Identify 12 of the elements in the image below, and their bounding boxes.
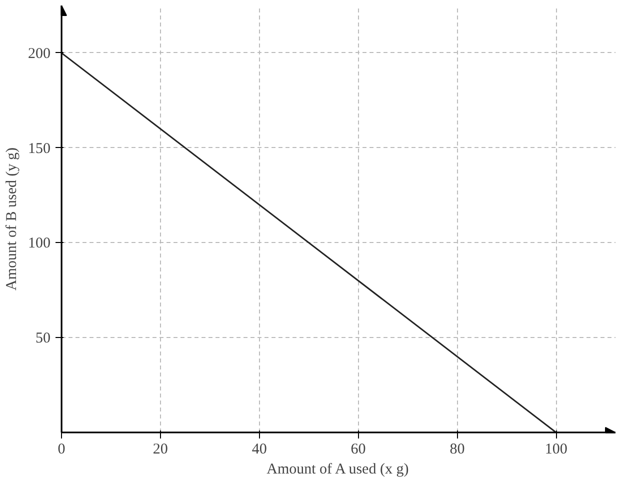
y-axis-title: Amount of B used (y g) bbox=[4, 148, 20, 290]
x-axis-title: Amount of A used (x g) bbox=[266, 462, 409, 478]
x-tick-label: 60 bbox=[350, 442, 366, 458]
y-tick-label: 150 bbox=[28, 140, 50, 157]
x-tick-label: 0 bbox=[58, 442, 66, 458]
x-tick-label: 80 bbox=[450, 442, 465, 458]
y-tick-label: 100 bbox=[28, 236, 50, 252]
x-tick-label: 100 bbox=[544, 442, 568, 458]
x-tick-label: 20 bbox=[152, 442, 168, 458]
x-tick-label: 40 bbox=[252, 442, 267, 458]
y-tick-label: 50 bbox=[36, 330, 50, 347]
y-tick-label: 200 bbox=[28, 46, 50, 62]
